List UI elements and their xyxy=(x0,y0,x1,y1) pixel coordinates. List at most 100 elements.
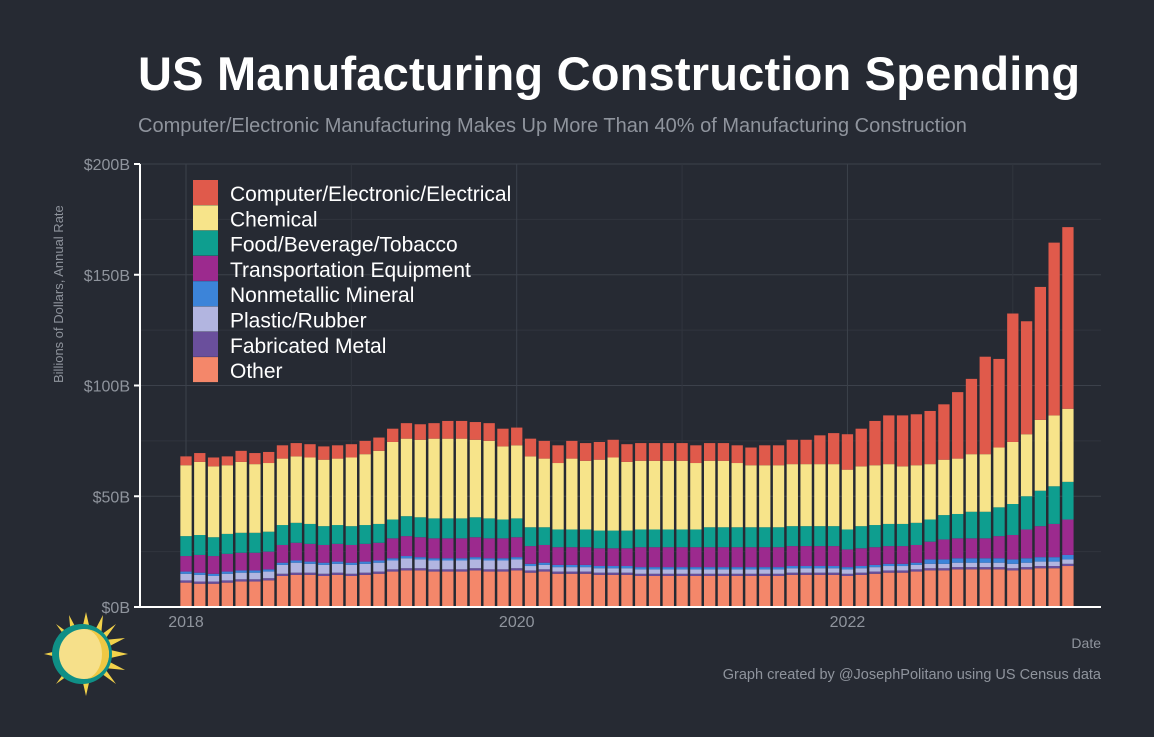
bar-segment: Nonmetallic Mineral Mar 2021: 1 xyxy=(703,567,716,570)
bar-segment: Fabricated Metal Oct 2020: 1 xyxy=(635,573,647,576)
bar-segment: Other Aug 2022: 16.5 xyxy=(938,570,950,607)
bar-segment: Other Jun 2022: 16 xyxy=(910,571,922,607)
bar-segment: Computer/Electronic/Electrical Nov 2020:… xyxy=(648,443,661,461)
bar-segment: Other Nov 2021: 14.5 xyxy=(814,574,826,607)
bar-segment: Fabricated Metal Jan 2023: 1 xyxy=(1007,568,1019,571)
bar-segment: Food/Beverage/Tobacco Dec 2022: 13 xyxy=(993,507,1005,537)
bar-segment: Chemical May 2021: 29 xyxy=(731,463,743,528)
bar-segment: Chemical Feb 2018: 33 xyxy=(194,461,206,536)
bar-segment: Chemical Apr 2020: 30 xyxy=(552,463,564,530)
bar-segment: Transportation Equipment Apr 2023: 15 xyxy=(1048,523,1060,558)
bar-segment: Computer/Electronic/Electrical Feb 2023:… xyxy=(1020,321,1033,435)
bar-segment: Nonmetallic Mineral Oct 2018: 1 xyxy=(304,561,316,564)
bar-segment: Computer/Electronic/Electrical Sep 2019:… xyxy=(455,420,468,439)
bar-segment: Nonmetallic Mineral Oct 2020: 1 xyxy=(635,567,647,570)
bar-segment: Transportation Equipment Jan 2020: 9 xyxy=(511,537,523,558)
bar-segment: Food/Beverage/Tobacco Jan 2019: 8.5 xyxy=(345,526,358,545)
bar-segment: Other May 2023: 18.5 xyxy=(1062,566,1074,607)
bar-segment: Fabricated Metal Apr 2020: 1 xyxy=(552,571,564,574)
bar-segment: Other Feb 2018: 10.5 xyxy=(194,583,206,607)
bar-segment: Fabricated Metal Mar 2020: 1 xyxy=(538,569,550,572)
bar-segment: Fabricated Metal Mar 2018: 1 xyxy=(207,581,220,584)
bar-segment: Other Dec 2020: 14 xyxy=(662,575,674,607)
bar-segment: Other Nov 2020: 14 xyxy=(648,575,661,607)
bar-segment: Transportation Equipment Jul 2020: 8 xyxy=(593,548,606,567)
bar-segment: Plastic/Rubber Apr 2021: 2 xyxy=(717,569,730,574)
legend-label: Other xyxy=(230,360,283,383)
bar-segment: Other Sep 2019: 16 xyxy=(455,571,468,607)
bar-segment: Computer/Electronic/Electrical Jan 2022:… xyxy=(841,434,854,470)
bar-segment: Transportation Equipment Nov 2018: 8 xyxy=(318,544,330,563)
bar-segment: Computer/Electronic/Electrical Jun 2020:… xyxy=(579,443,592,461)
bar-segment: Nonmetallic Mineral Aug 2018: 1 xyxy=(276,562,289,565)
legend-label: Nonmetallic Mineral xyxy=(230,284,414,307)
bar-segment: Fabricated Metal Jun 2019: 1 xyxy=(414,568,426,571)
bar-segment: Nonmetallic Mineral Jan 2023: 2 xyxy=(1007,559,1019,564)
bar-segment: Chemical Mar 2019: 33 xyxy=(373,450,385,524)
bar-segment: Fabricated Metal Jan 2019: 1 xyxy=(345,573,358,576)
bar-segment: Computer/Electronic/Electrical Dec 2019:… xyxy=(497,428,509,447)
bar-segment: Chemical Aug 2022: 25 xyxy=(938,459,950,516)
bar-segment: Fabricated Metal Feb 2021: 1 xyxy=(690,573,702,576)
bar-segment: Fabricated Metal Jan 2021: 1 xyxy=(676,573,688,576)
bar-segment: Nonmetallic Mineral Jan 2019: 1 xyxy=(345,562,358,565)
bar-segment: Computer/Electronic/Electrical Jul 2018:… xyxy=(263,451,275,464)
bar-segment: Transportation Equipment Mar 2023: 14 xyxy=(1034,526,1047,558)
bar-segment: Fabricated Metal Sep 2018: 1 xyxy=(290,572,302,575)
bar-segment: Plastic/Rubber Jul 2021: 2 xyxy=(759,569,771,574)
bar-segment: Transportation Equipment Aug 2018: 8 xyxy=(276,544,289,563)
bar-segment: Food/Beverage/Tobacco May 2018: 9 xyxy=(235,532,247,553)
bar-segment: Other May 2019: 16.5 xyxy=(400,570,413,607)
bar-segment: Plastic/Rubber Feb 2018: 3 xyxy=(194,574,206,582)
bar-segment: Fabricated Metal Jul 2019: 1 xyxy=(428,569,440,572)
bar-segment: Nonmetallic Mineral Apr 2020: 1 xyxy=(552,564,564,568)
bar-segment: Plastic/Rubber Nov 2019: 4 xyxy=(483,560,495,570)
bar-segment: Food/Beverage/Tobacco Mar 2023: 16 xyxy=(1034,490,1047,527)
bar-segment: Nonmetallic Mineral Oct 2022: 2 xyxy=(965,558,978,563)
bar-segment: Computer/Electronic/Electrical Feb 2020:… xyxy=(524,438,537,457)
bar-segment: Computer/Electronic/Electrical Feb 2018:… xyxy=(194,453,206,462)
bar-segment: Computer/Electronic/Electrical Nov 2019:… xyxy=(483,423,495,441)
bar-segment: Transportation Equipment Mar 2018: 8 xyxy=(207,556,220,574)
bar-segment: Transportation Equipment Nov 2021: 9 xyxy=(814,546,826,567)
bar-segment: Transportation Equipment Oct 2021: 9 xyxy=(800,546,812,567)
bar-segment: Plastic/Rubber Aug 2022: 2 xyxy=(938,563,950,569)
bar-segment: Nonmetallic Mineral Feb 2021: 1 xyxy=(690,567,702,570)
bar-segment: Nonmetallic Mineral Jul 2020: 1 xyxy=(593,566,606,569)
bar-segment: Plastic/Rubber Jan 2018: 3 xyxy=(180,573,192,581)
legend-label: Computer/Electronic/Electrical xyxy=(230,183,511,206)
bar-segment: Nonmetallic Mineral Nov 2018: 1 xyxy=(318,562,330,565)
bar-segment: Fabricated Metal Jan 2020: 1 xyxy=(511,568,523,571)
bar-segment: Food/Beverage/Tobacco Dec 2019: 8.5 xyxy=(497,519,509,539)
bar-segment: Other Sep 2021: 14.5 xyxy=(786,574,798,607)
bar-segment: Computer/Electronic/Electrical Nov 2022:… xyxy=(979,356,991,455)
bar-segment: Computer/Electronic/Electrical Mar 2023:… xyxy=(1034,286,1047,420)
x-tick-label: 2018 xyxy=(168,614,204,631)
bar-segment: Chemical Sep 2021: 28 xyxy=(786,464,798,527)
bar-segment: Food/Beverage/Tobacco Apr 2018: 9 xyxy=(221,533,233,554)
bar-segment: Plastic/Rubber Oct 2022: 2 xyxy=(965,562,978,568)
y-tick-label: $100B xyxy=(84,379,130,396)
bar-segment: Plastic/Rubber Mar 2022: 2 xyxy=(869,567,881,572)
bar-segment: Computer/Electronic/Electrical Jun 2022:… xyxy=(910,414,922,466)
bar-segment: Transportation Equipment May 2019: 9 xyxy=(400,536,413,557)
bar-segment: Chemical Dec 2021: 28 xyxy=(828,464,840,527)
bar-segment: Fabricated Metal May 2020: 1 xyxy=(566,571,578,574)
bar-segment: Transportation Equipment Sep 2018: 8 xyxy=(290,542,302,561)
bar-segment: Chemical Oct 2018: 30 xyxy=(304,457,316,524)
bar-segment: Nonmetallic Mineral Jul 2022: 2 xyxy=(924,559,936,564)
bar-segment: Other Mar 2022: 15 xyxy=(869,573,881,607)
bar-segment: Other Jul 2021: 14 xyxy=(759,575,771,607)
bar-segment: Other May 2020: 15 xyxy=(566,573,578,607)
bar-segment: Fabricated Metal Feb 2020: 1 xyxy=(524,570,537,573)
bar-segment: Nonmetallic Mineral Sep 2019: 1 xyxy=(455,558,468,561)
bar-segment: Other May 2022: 15.5 xyxy=(896,572,909,607)
legend-swatch xyxy=(193,230,218,256)
bar-segment: Chemical Mar 2023: 32 xyxy=(1034,419,1047,491)
bar-segment: Computer/Electronic/Electrical Nov 2018:… xyxy=(318,446,330,460)
bar-segment: Computer/Electronic/Electrical Jul 2019:… xyxy=(428,423,440,439)
bar-segment: Other Mar 2020: 16 xyxy=(538,571,550,607)
bar-segment: Chemical Apr 2022: 27 xyxy=(883,464,895,524)
legend-swatch xyxy=(193,357,218,383)
